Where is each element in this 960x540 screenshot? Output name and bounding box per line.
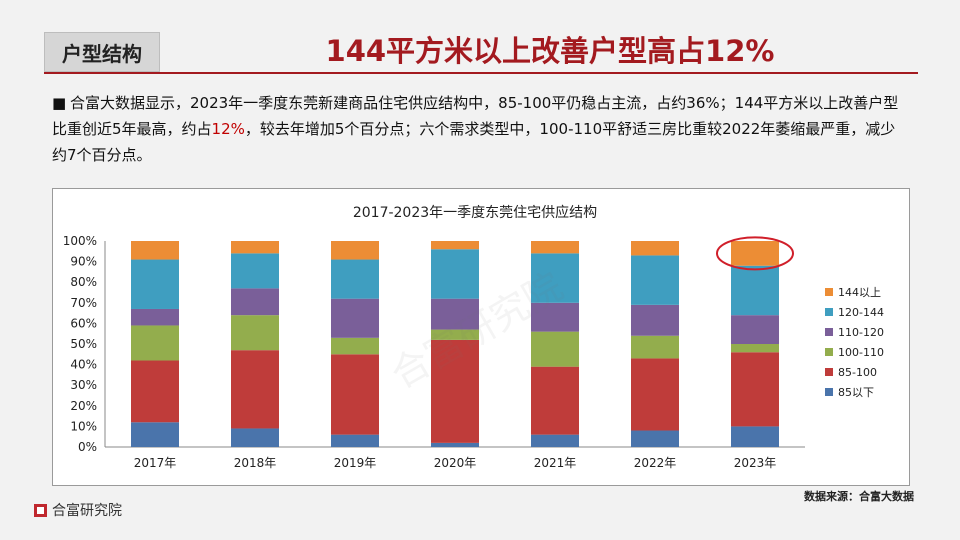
bar-segment-120-144 bbox=[331, 259, 379, 299]
x-tick-label: 2023年 bbox=[734, 456, 777, 470]
bar-segment-120-144 bbox=[131, 259, 179, 309]
x-tick-label: 2022年 bbox=[634, 456, 677, 470]
bar-segment-110-120 bbox=[631, 304, 679, 336]
bar-segment-85-100 bbox=[231, 350, 279, 429]
bar-segment-100-110 bbox=[731, 344, 779, 353]
x-tick-label: 2019年 bbox=[334, 456, 377, 470]
summary-text-part2: ，较去年增加5个百分点；六个需求类型中，100-110平舒适三房比重较2022年… bbox=[52, 120, 896, 164]
bar-segment-144以上 bbox=[231, 241, 279, 254]
bar-segment-100-110 bbox=[631, 335, 679, 359]
y-tick-label: 80% bbox=[70, 275, 97, 289]
stacked-bar-chart: 2017-2023年一季度东莞住宅供应结构 0% 10% 20% 30% 40% 50% 60… bbox=[63, 204, 884, 470]
bar-segment-100-110 bbox=[531, 331, 579, 367]
logo-icon bbox=[34, 503, 47, 517]
y-tick-label: 90% bbox=[70, 255, 97, 269]
x-tick-label: 2020年 bbox=[434, 456, 477, 470]
bar-segment-85以下 bbox=[531, 434, 579, 447]
bar-segment-144以上 bbox=[531, 241, 579, 254]
y-tick-label: 50% bbox=[70, 337, 97, 351]
legend-swatch bbox=[825, 308, 833, 316]
bar-segment-110-120 bbox=[431, 298, 479, 330]
legend-swatch bbox=[825, 328, 833, 336]
bar-segment-144以上 bbox=[631, 241, 679, 256]
title-divider bbox=[44, 72, 918, 74]
page-title: 144平方米以上改善户型高占12% bbox=[325, 34, 775, 68]
bar-segment-85以下 bbox=[231, 428, 279, 447]
bar-segment-100-110 bbox=[431, 329, 479, 340]
legend-label: 85-100 bbox=[838, 366, 877, 379]
bar-segment-144以上 bbox=[331, 241, 379, 260]
bar-segment-110-120 bbox=[531, 302, 579, 332]
legend-label: 120-144 bbox=[838, 306, 884, 319]
bar-segment-85-100 bbox=[731, 352, 779, 427]
legend-swatch bbox=[825, 368, 833, 376]
bar-segment-144以上 bbox=[131, 241, 179, 260]
legend-label: 85以下 bbox=[838, 386, 874, 399]
logo-text: 合富研究院 bbox=[52, 503, 122, 519]
y-tick-label: 100% bbox=[63, 234, 97, 248]
y-tick-label: 40% bbox=[70, 358, 97, 372]
bar-segment-120-144 bbox=[431, 249, 479, 299]
bar-segment-85-100 bbox=[131, 360, 179, 423]
bullet-icon: ■ bbox=[52, 94, 67, 112]
bar-segment-120-144 bbox=[231, 253, 279, 289]
bar-segment-85以下 bbox=[631, 430, 679, 447]
legend-label: 144以上 bbox=[838, 286, 881, 299]
legend-swatch bbox=[825, 388, 833, 396]
bar-segment-110-120 bbox=[331, 298, 379, 338]
x-tick-label: 2018年 bbox=[234, 456, 277, 470]
bar-segment-100-110 bbox=[331, 337, 379, 355]
chart-title: 2017-2023年一季度东莞住宅供应结构 bbox=[353, 204, 597, 221]
legend-swatch bbox=[825, 288, 833, 296]
y-tick-label: 70% bbox=[70, 296, 97, 310]
chart-container: 2017-2023年一季度东莞住宅供应结构 0% 10% 20% 30% 40% 50% 60… bbox=[52, 188, 910, 486]
bar-segment-144以上 bbox=[731, 241, 779, 266]
y-tick-label: 20% bbox=[70, 399, 97, 413]
y-tick-label: 60% bbox=[70, 316, 97, 330]
bar-segment-110-120 bbox=[731, 315, 779, 344]
x-tick-label: 2021年 bbox=[534, 456, 577, 470]
legend-label: 110-120 bbox=[838, 326, 884, 339]
bar-segment-110-120 bbox=[131, 308, 179, 326]
bar-segment-120-144 bbox=[531, 253, 579, 303]
bar-segment-120-144 bbox=[731, 265, 779, 316]
bar-segment-100-110 bbox=[131, 325, 179, 361]
summary-text-part1: 合富大数据显示，2023年一季度东莞新建商品住宅供应结构中，85-100平仍稳占… bbox=[52, 94, 899, 138]
bar-segment-144以上 bbox=[431, 241, 479, 250]
bar-segment-85以下 bbox=[431, 442, 479, 447]
bar-segment-110-120 bbox=[231, 288, 279, 316]
section-label: 户型结构 bbox=[44, 32, 160, 72]
legend-label: 100-110 bbox=[838, 346, 884, 359]
data-source-note: 数据来源：合富大数据 bbox=[804, 490, 914, 503]
x-tick-label: 2017年 bbox=[134, 456, 177, 470]
bar-segment-85-100 bbox=[531, 366, 579, 435]
summary-highlight: 12% bbox=[211, 120, 245, 138]
y-tick-label: 30% bbox=[70, 378, 97, 392]
bar-segment-85以下 bbox=[331, 434, 379, 447]
bar-segment-85-100 bbox=[331, 354, 379, 435]
bar-segment-85-100 bbox=[631, 358, 679, 431]
bar-segment-85以下 bbox=[131, 422, 179, 447]
bar-segment-120-144 bbox=[631, 255, 679, 305]
legend-swatch bbox=[825, 348, 833, 356]
bar-segment-100-110 bbox=[231, 315, 279, 351]
bar-segment-85以下 bbox=[731, 426, 779, 447]
brand-logo: 合富研究院 bbox=[34, 500, 122, 520]
bar-segment-85-100 bbox=[431, 339, 479, 443]
highlight-circle bbox=[716, 236, 794, 271]
y-tick-label: 0% bbox=[78, 440, 97, 454]
summary-paragraph: ■ 合富大数据显示，2023年一季度东莞新建商品住宅供应结构中，85-100平仍稳… bbox=[52, 90, 902, 168]
y-tick-label: 10% bbox=[70, 419, 97, 433]
